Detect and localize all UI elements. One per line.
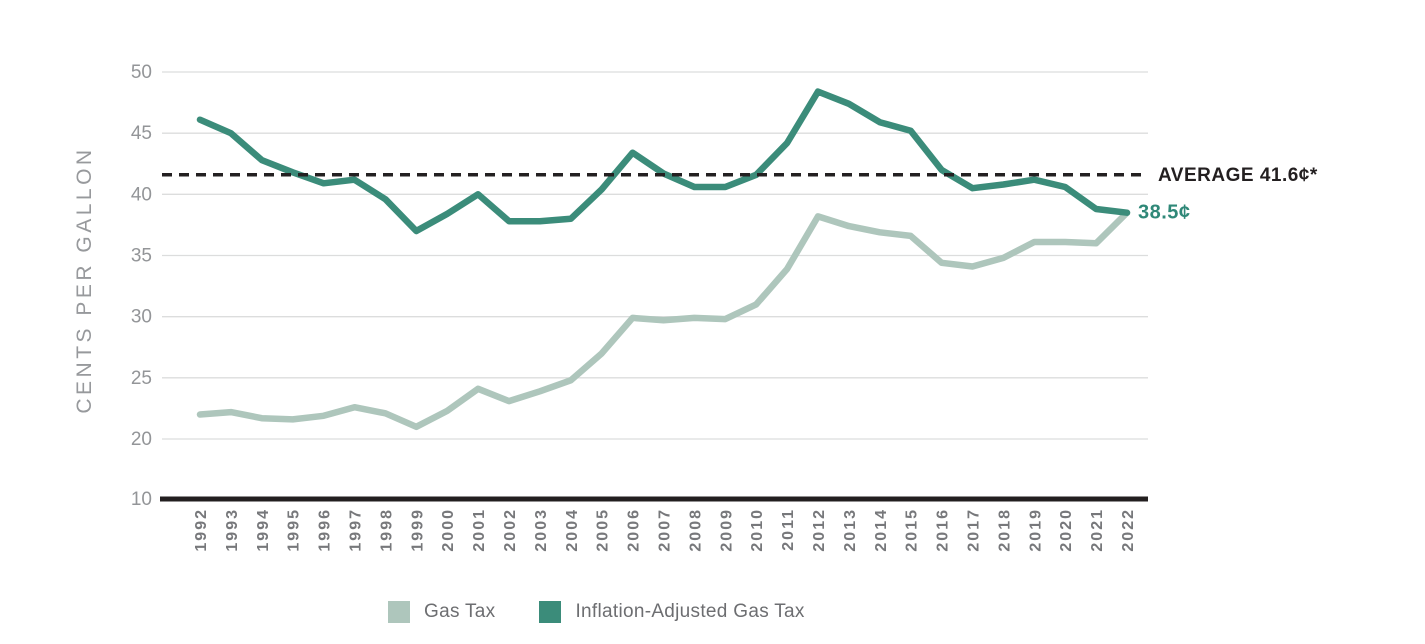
x-tick-label: 2017 (966, 508, 983, 552)
x-tick-label: 1998 (378, 508, 395, 552)
x-tick-label: 1992 (193, 508, 210, 552)
y-tick-label: 40 (131, 184, 152, 205)
y-tick-label: 25 (131, 368, 152, 389)
legend: Gas Tax Inflation-Adjusted Gas Tax (388, 601, 805, 623)
x-tick-label: 2011 (780, 508, 797, 551)
x-tick-label: 1999 (409, 508, 426, 552)
y-tick-label: 20 (131, 429, 152, 450)
y-tick-label: 30 (131, 307, 152, 328)
inflation-adjusted-swatch (539, 601, 562, 623)
y-tick-label: 45 (131, 123, 152, 144)
x-tick-label: 2016 (935, 508, 952, 552)
legend-label-inflation-adjusted: Inflation-Adjusted Gas Tax (575, 601, 805, 622)
end-value-annotation: 38.5¢ (1138, 201, 1191, 224)
x-tick-label: 1996 (317, 508, 334, 552)
x-tick-label: 2001 (471, 508, 488, 552)
x-tick-label: 2015 (904, 508, 921, 552)
x-tick-label: 1993 (224, 508, 241, 552)
x-tick-label: 2003 (533, 508, 550, 552)
x-tick-label: 2012 (811, 508, 828, 552)
x-tick-label: 2008 (687, 508, 704, 552)
y-tick-label: 50 (131, 62, 152, 83)
x-tick-label: 1994 (255, 508, 272, 552)
average-line-annotation: AVERAGE 41.6¢* (1158, 165, 1318, 186)
legend-item-gas-tax: Gas Tax (388, 601, 495, 623)
x-tick-label: 2019 (1027, 508, 1044, 552)
x-tick-label: 2009 (718, 508, 735, 552)
y-tick-label: 10 (131, 489, 152, 510)
x-tick-label: 2022 (1120, 508, 1137, 552)
x-tick-label: 1997 (348, 508, 365, 552)
x-tick-label: 2018 (996, 508, 1013, 552)
legend-item-inflation-adjusted: Inflation-Adjusted Gas Tax (539, 601, 804, 623)
gas-tax-swatch (388, 601, 410, 623)
x-tick-label: 2004 (564, 508, 581, 552)
x-tick-label: 2020 (1058, 508, 1075, 552)
x-tick-label: 2021 (1089, 508, 1106, 552)
x-tick-label: 2010 (749, 508, 766, 552)
x-tick-label: 2013 (842, 508, 859, 552)
x-tick-label: 2014 (873, 508, 890, 552)
x-tick-label: 2005 (595, 508, 612, 552)
x-tick-label: 2000 (440, 508, 457, 552)
x-tick-label: 2007 (657, 508, 674, 552)
inflation-adjusted-line (196, 88, 1131, 235)
x-tick-label: 2006 (626, 508, 643, 552)
x-tick-label: 1995 (286, 508, 303, 552)
legend-label-gas-tax: Gas Tax (424, 601, 496, 622)
y-tick-label: 35 (131, 246, 152, 267)
x-tick-label: 2002 (502, 508, 519, 552)
gas-tax-line (196, 209, 1131, 431)
